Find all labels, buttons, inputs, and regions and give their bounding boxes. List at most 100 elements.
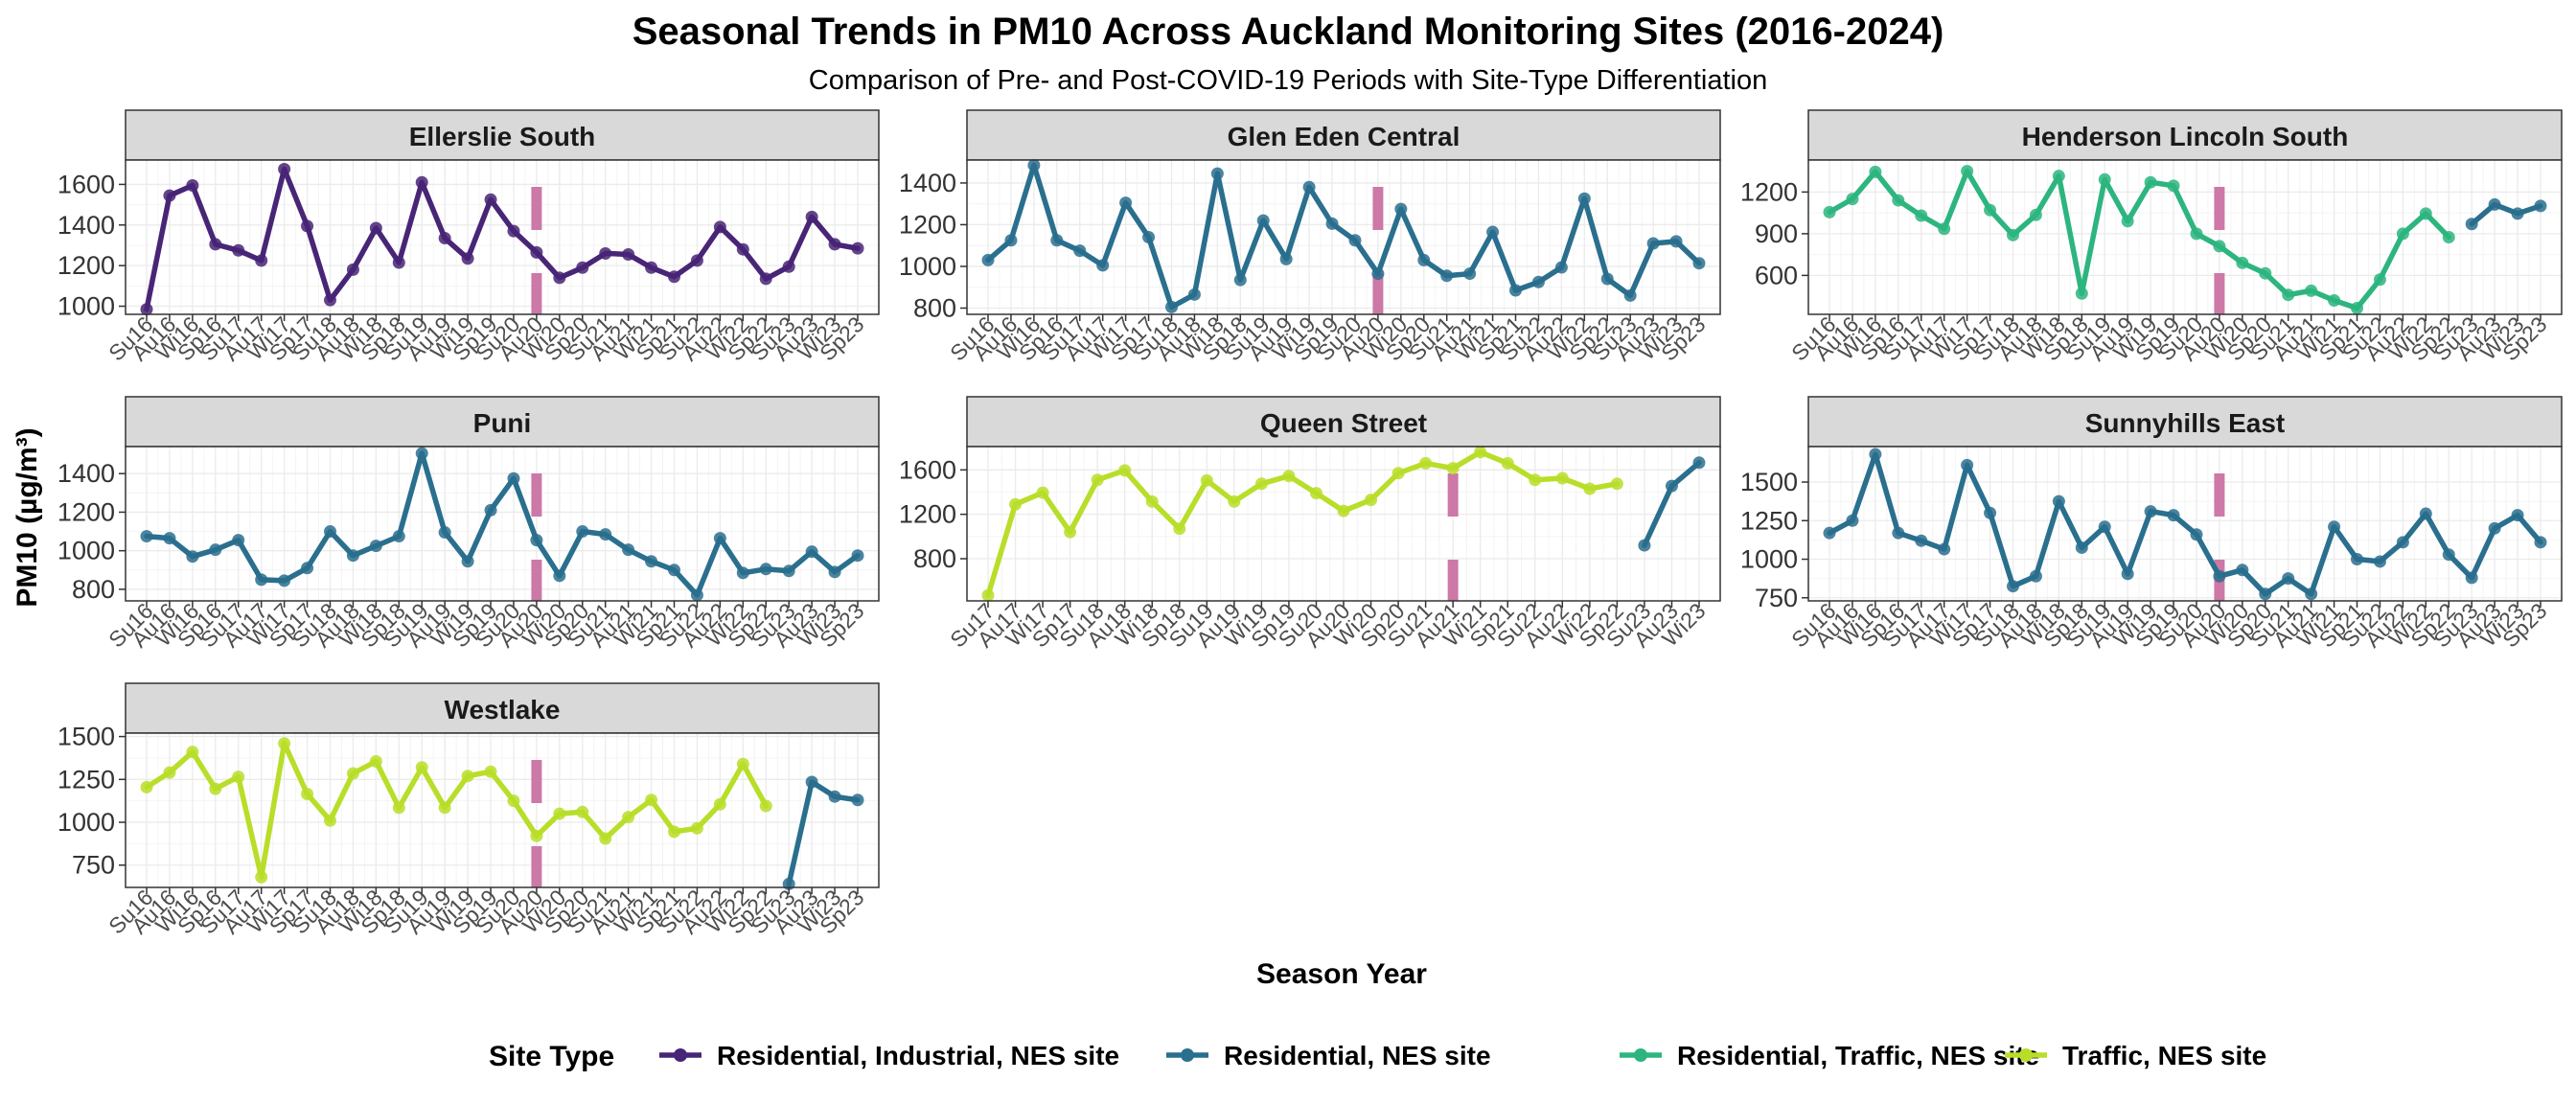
data-point — [530, 534, 543, 547]
data-point — [1142, 231, 1156, 243]
y-tick-label: 1600 — [58, 170, 115, 198]
data-point — [1501, 456, 1514, 470]
data-point — [2305, 587, 2318, 601]
series-line-traffic-nes-site — [144, 740, 770, 881]
y-tick-label: 1000 — [1740, 545, 1798, 574]
data-point — [2373, 273, 2386, 287]
data-point — [1583, 482, 1597, 495]
data-point — [2236, 564, 2249, 577]
data-point — [140, 530, 153, 543]
panel-westlake: Westlake750100012501500Su16Au16Wi16Sp16S… — [58, 682, 880, 939]
facet-strip — [125, 109, 880, 161]
data-point — [461, 555, 474, 568]
x-axis-title: Season Year — [1256, 958, 1427, 990]
facet-strip — [125, 682, 880, 734]
data-point — [668, 270, 681, 284]
data-point — [461, 770, 474, 783]
data-point — [1577, 192, 1591, 205]
data-point — [507, 224, 520, 238]
data-point — [782, 260, 795, 273]
data-point — [1394, 202, 1408, 216]
data-point — [1064, 525, 1077, 539]
data-point — [507, 472, 520, 485]
data-point — [622, 811, 635, 824]
data-point — [461, 252, 474, 265]
data-point — [759, 799, 772, 813]
panel-border — [1807, 159, 2563, 315]
data-point — [415, 447, 428, 460]
panel-queen-street: Queen Street80012001600Su17Au17Wi17Sp17S… — [899, 396, 1721, 653]
data-point — [1938, 542, 1951, 556]
data-point — [2098, 172, 2111, 186]
data-point — [1638, 539, 1651, 552]
legend-entry-residential-industrial-nes-site: Residential, Industrial, NES site — [659, 1041, 1119, 1070]
data-point — [163, 189, 176, 202]
data-point — [1233, 273, 1247, 287]
data-point — [1846, 514, 1859, 527]
chart-subtitle: Comparison of Pre- and Post-COVID-19 Per… — [809, 65, 1767, 96]
data-point — [1529, 473, 1542, 487]
data-point — [2465, 218, 2478, 231]
data-point — [668, 564, 681, 577]
data-point — [2442, 231, 2455, 243]
data-point — [255, 870, 268, 884]
data-point — [1164, 300, 1178, 313]
data-point — [2259, 266, 2272, 280]
data-point — [2351, 553, 2364, 566]
data-point — [2029, 208, 2042, 221]
data-point — [1600, 272, 1614, 286]
data-point — [828, 238, 841, 251]
chart-title: Seasonal Trends in PM10 Across Auckland … — [632, 11, 1944, 53]
legend-entry-residential-nes-site: Residential, NES site — [1166, 1041, 1491, 1070]
facet-strip — [1807, 109, 2563, 161]
legend-label: Residential, Industrial, NES site — [717, 1041, 1119, 1070]
data-point — [1050, 234, 1064, 247]
y-tick-label: 1000 — [58, 537, 115, 565]
data-point — [1325, 217, 1339, 230]
data-point — [484, 193, 497, 206]
data-point — [2075, 540, 2088, 554]
data-point — [1091, 473, 1104, 487]
data-point — [2259, 587, 2272, 601]
data-point — [645, 261, 658, 274]
y-tick-label: 1200 — [899, 210, 956, 239]
y-tick-label: 1250 — [58, 765, 115, 794]
data-point — [1915, 534, 1928, 547]
panel-glen-eden-central: Glen Eden Central800100012001400Su16Au16… — [899, 109, 1721, 366]
data-point — [713, 220, 726, 234]
data-point — [301, 788, 314, 801]
data-point — [2075, 287, 2088, 300]
data-point — [1446, 462, 1460, 475]
y-tick-label: 900 — [1755, 219, 1798, 248]
facet-strip-label: Sunnyhills East — [2085, 408, 2286, 438]
data-point — [186, 550, 199, 564]
data-point — [1692, 456, 1706, 470]
data-point — [2328, 293, 2341, 307]
data-point — [1256, 214, 1270, 227]
facet-panels: Ellerslie South1000120014001600Su16Au16W… — [58, 109, 2563, 939]
data-point — [2351, 301, 2364, 314]
data-point — [981, 588, 995, 602]
data-point — [2121, 215, 2134, 228]
data-point — [1869, 165, 1882, 178]
legend-label: Traffic, NES site — [2062, 1041, 2266, 1070]
data-point — [576, 805, 589, 818]
data-point — [278, 163, 291, 176]
data-point — [301, 562, 314, 575]
data-point — [301, 219, 314, 233]
data-point — [346, 263, 359, 276]
data-point — [622, 543, 635, 557]
data-point — [2098, 520, 2111, 534]
data-point — [2052, 494, 2065, 508]
data-point — [2006, 228, 2019, 242]
panel-henderson-lincoln-south: Henderson Lincoln South6009001200Su16Au1… — [1740, 109, 2563, 366]
panel-border — [125, 732, 880, 888]
data-point — [1119, 196, 1133, 210]
legend: Site Type Residential, Industrial, NES s… — [489, 1041, 2266, 1072]
panel-ellerslie-south: Ellerslie South1000120014001600Su16Au16W… — [58, 109, 880, 366]
data-point — [2144, 505, 2157, 518]
data-point — [232, 770, 245, 784]
data-point — [415, 761, 428, 774]
data-point — [1961, 458, 1974, 472]
data-point — [1915, 209, 1928, 222]
